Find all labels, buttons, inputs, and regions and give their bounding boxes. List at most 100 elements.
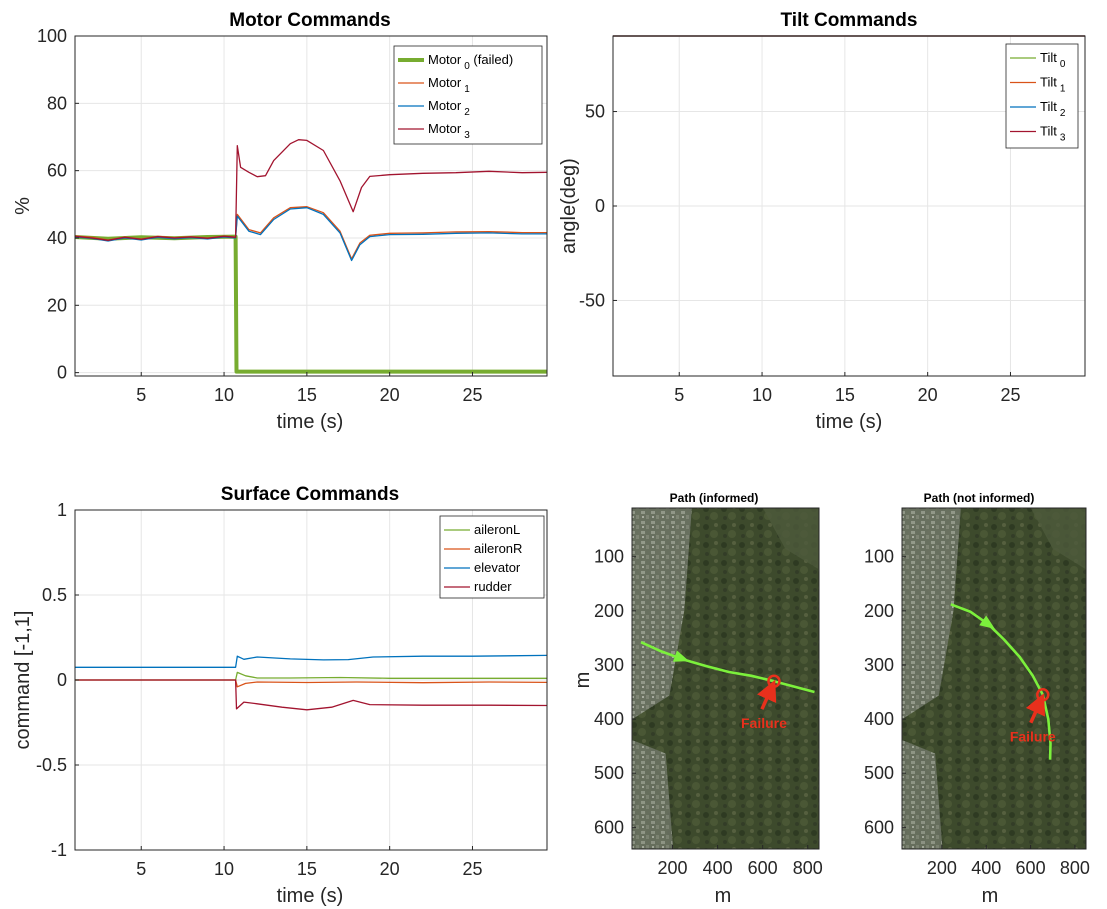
series-line-1 [75,679,548,688]
field-area [1030,508,1086,570]
y-tick-label: 200 [594,601,624,621]
x-tick-label: 10 [214,385,234,405]
legend-subscript: 1 [1060,84,1066,95]
x-tick-label: 5 [136,385,146,405]
motor-plot-frame [74,35,548,377]
flight-path-line [640,641,815,694]
path-informed-map: 200 400 600 800 100 200 300 400 500 600 Path (inf… [572,491,823,907]
y-tick-label: 0 [57,363,67,383]
legend-subscript: 2 [1060,108,1066,119]
x-tick-label: 20 [380,859,400,879]
x-tick-label: 5 [674,385,684,405]
direction-arrow-icon [672,650,690,662]
x-tick-label: 400 [971,858,1001,878]
y-tick-label: 100 [594,547,624,567]
flight-path-line [950,603,1052,760]
y-tick-label: 60 [47,161,67,181]
y-tick-label: 500 [864,763,894,783]
x-tick-label: 10 [752,385,772,405]
path-not-informed-failure-label: Failure [1010,729,1056,745]
x-tick-label: 15 [297,859,317,879]
x-tick-label: 10 [214,859,234,879]
legend-subscript: 0 [1060,59,1066,70]
motor-y-axis-label: % [12,197,34,215]
y-tick-label: 500 [594,763,624,783]
tilt-x-axis-label: time (s) [816,411,883,433]
series-line-2 [75,654,548,668]
surface-legend: aileronL aileronR elevator rudder [439,515,545,599]
motor-chart-title: Motor Commands [229,10,391,31]
surface-y-axis-label: command [-1,1] [12,611,34,750]
y-tick-label: 100 [37,26,67,46]
tilt-commands-chart: 5 10 15 20 25 -50 0 50 Tilt Commands time (s) a… [558,10,1086,433]
y-tick-label: 50 [585,102,605,122]
path-informed-x-axis-label: m [715,885,732,907]
legend-suffix: (failed) [470,52,513,67]
series-line-0 [74,234,547,374]
series-line-2 [74,207,547,262]
legend-label: elevator [474,560,521,575]
path-informed-frame [631,507,820,850]
y-tick-label: -0.5 [36,755,67,775]
surface-x-axis-label: time (s) [277,885,344,907]
legend-label: rudder [474,579,512,594]
y-tick-label: 80 [47,93,67,113]
x-tick-label: 400 [703,858,733,878]
legend-subscript: 3 [464,130,470,141]
y-tick-label: 100 [864,547,894,567]
series-line-0 [75,671,547,681]
y-tick-label: 0 [57,670,67,690]
legend-label: aileronR [474,541,522,556]
legend-subscript: 0 [464,61,470,72]
y-tick-label: 1 [57,500,67,520]
legend-box [393,45,543,145]
legend-box [1005,43,1079,149]
direction-arrow-icon [979,615,996,629]
urban-area [902,739,943,849]
x-tick-label: 20 [380,385,400,405]
path-not-informed-frame [901,507,1087,850]
path-not-informed-title: Path (not informed) [924,491,1035,505]
path-not-informed-x-axis-label: m [982,885,999,907]
path-not-informed-map: 200 400 600 800 100 200 300 400 500 600 Path (not… [864,491,1090,907]
path-informed-y-axis-label: m [572,672,594,689]
x-tick-label: 25 [462,385,482,405]
failure-arrow-icon [757,679,777,710]
y-tick-label: 600 [864,817,894,837]
surface-commands-chart: 5 10 15 20 25 -1 -0.5 0 0.5 1 Surface Commands ti… [12,484,548,907]
x-tick-label: 25 [1000,385,1020,405]
failure-arrow-icon [1025,693,1046,724]
y-tick-label: 400 [594,709,624,729]
x-tick-label: 200 [927,858,957,878]
tilt-y-axis-label: angle(deg) [558,158,580,254]
y-tick-label: -50 [579,290,605,310]
tilt-chart-title: Tilt Commands [781,10,918,31]
y-tick-label: 300 [594,655,624,675]
legend-label: aileronL [474,522,520,537]
x-tick-label: 5 [136,859,146,879]
urban-area [632,739,674,849]
x-tick-label: 20 [918,385,938,405]
y-tick-label: 200 [864,601,894,621]
path-informed-failure-label: Failure [741,715,787,731]
legend-subscript: 1 [464,84,470,95]
urban-area [632,508,692,720]
x-tick-label: 25 [462,859,482,879]
x-tick-label: 15 [835,385,855,405]
x-tick-label: 600 [1016,858,1046,878]
y-tick-label: 0.5 [42,585,67,605]
y-tick-label: 40 [47,228,67,248]
series-line-3 [75,679,548,711]
y-tick-label: -1 [51,840,67,860]
legend-subscript: 2 [464,107,470,118]
legend-subscript: 3 [1060,133,1066,144]
series-line-3 [74,139,548,241]
x-tick-label: 200 [658,858,688,878]
y-tick-label: 20 [47,295,67,315]
x-tick-label: 600 [748,858,778,878]
path-informed-title: Path (informed) [670,491,759,505]
